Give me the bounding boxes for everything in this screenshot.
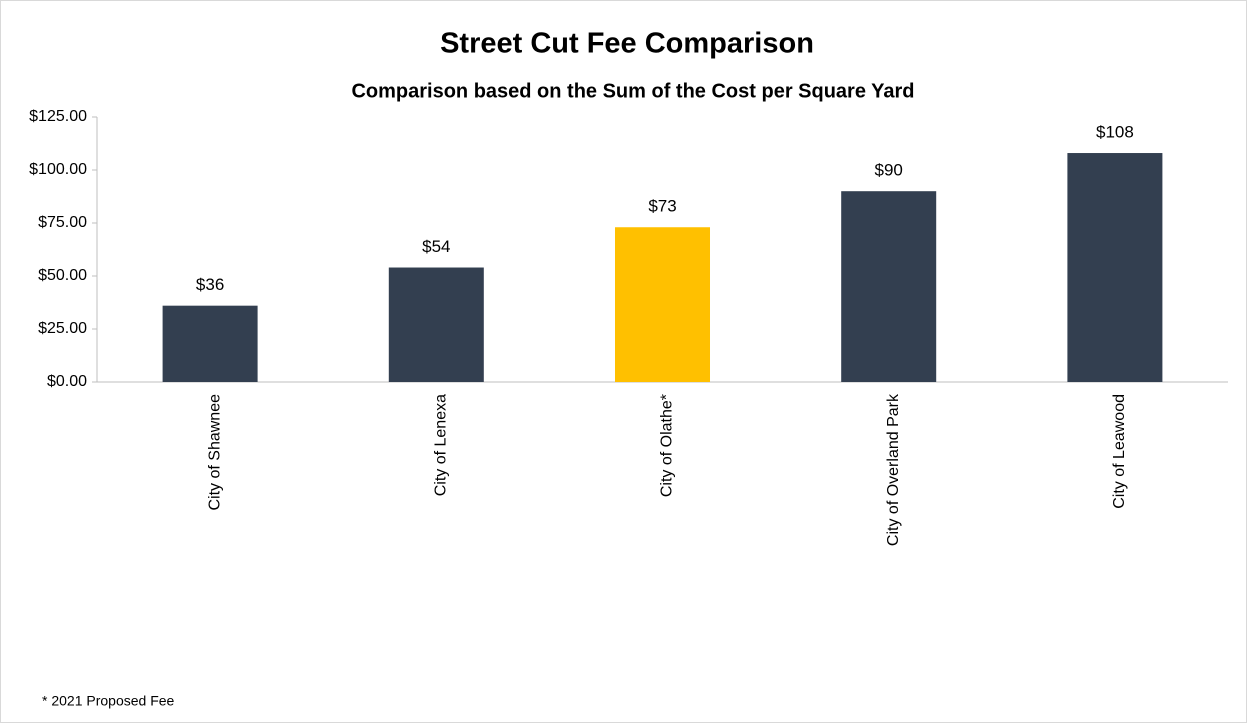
x-tick-label: City of Olathe* xyxy=(659,394,676,497)
value-label: $90 xyxy=(875,161,903,180)
bar xyxy=(1067,153,1163,382)
bar xyxy=(388,267,484,382)
x-tick-label: City of Lenexa xyxy=(433,394,450,496)
bar xyxy=(162,305,258,382)
y-tick-label: $50.00 xyxy=(38,267,87,284)
y-tick-label: $0.00 xyxy=(47,373,87,390)
y-tick-label: $75.00 xyxy=(38,214,87,231)
value-label: $73 xyxy=(648,197,676,216)
y-tick-label: $125.00 xyxy=(29,108,87,125)
bar xyxy=(614,227,711,382)
bar xyxy=(841,191,937,382)
chart-title: Street Cut Fee Comparison xyxy=(440,28,814,60)
x-tick-label: City of Overland Park xyxy=(885,393,902,546)
x-tick-label: City of Shawnee xyxy=(206,394,223,511)
y-tick-label: $100.00 xyxy=(29,161,87,178)
footnote: * 2021 Proposed Fee xyxy=(42,693,175,709)
x-tick-label: City of Leawood xyxy=(1111,394,1128,509)
value-label: $54 xyxy=(422,237,450,256)
value-label: $108 xyxy=(1096,123,1134,142)
chart-subtitle: Comparison based on the Sum of the Cost … xyxy=(351,80,914,102)
y-tick-label: $25.00 xyxy=(38,320,87,337)
value-label: $36 xyxy=(196,275,224,294)
